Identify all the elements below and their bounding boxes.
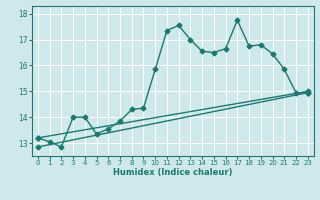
X-axis label: Humidex (Indice chaleur): Humidex (Indice chaleur) — [113, 168, 233, 177]
